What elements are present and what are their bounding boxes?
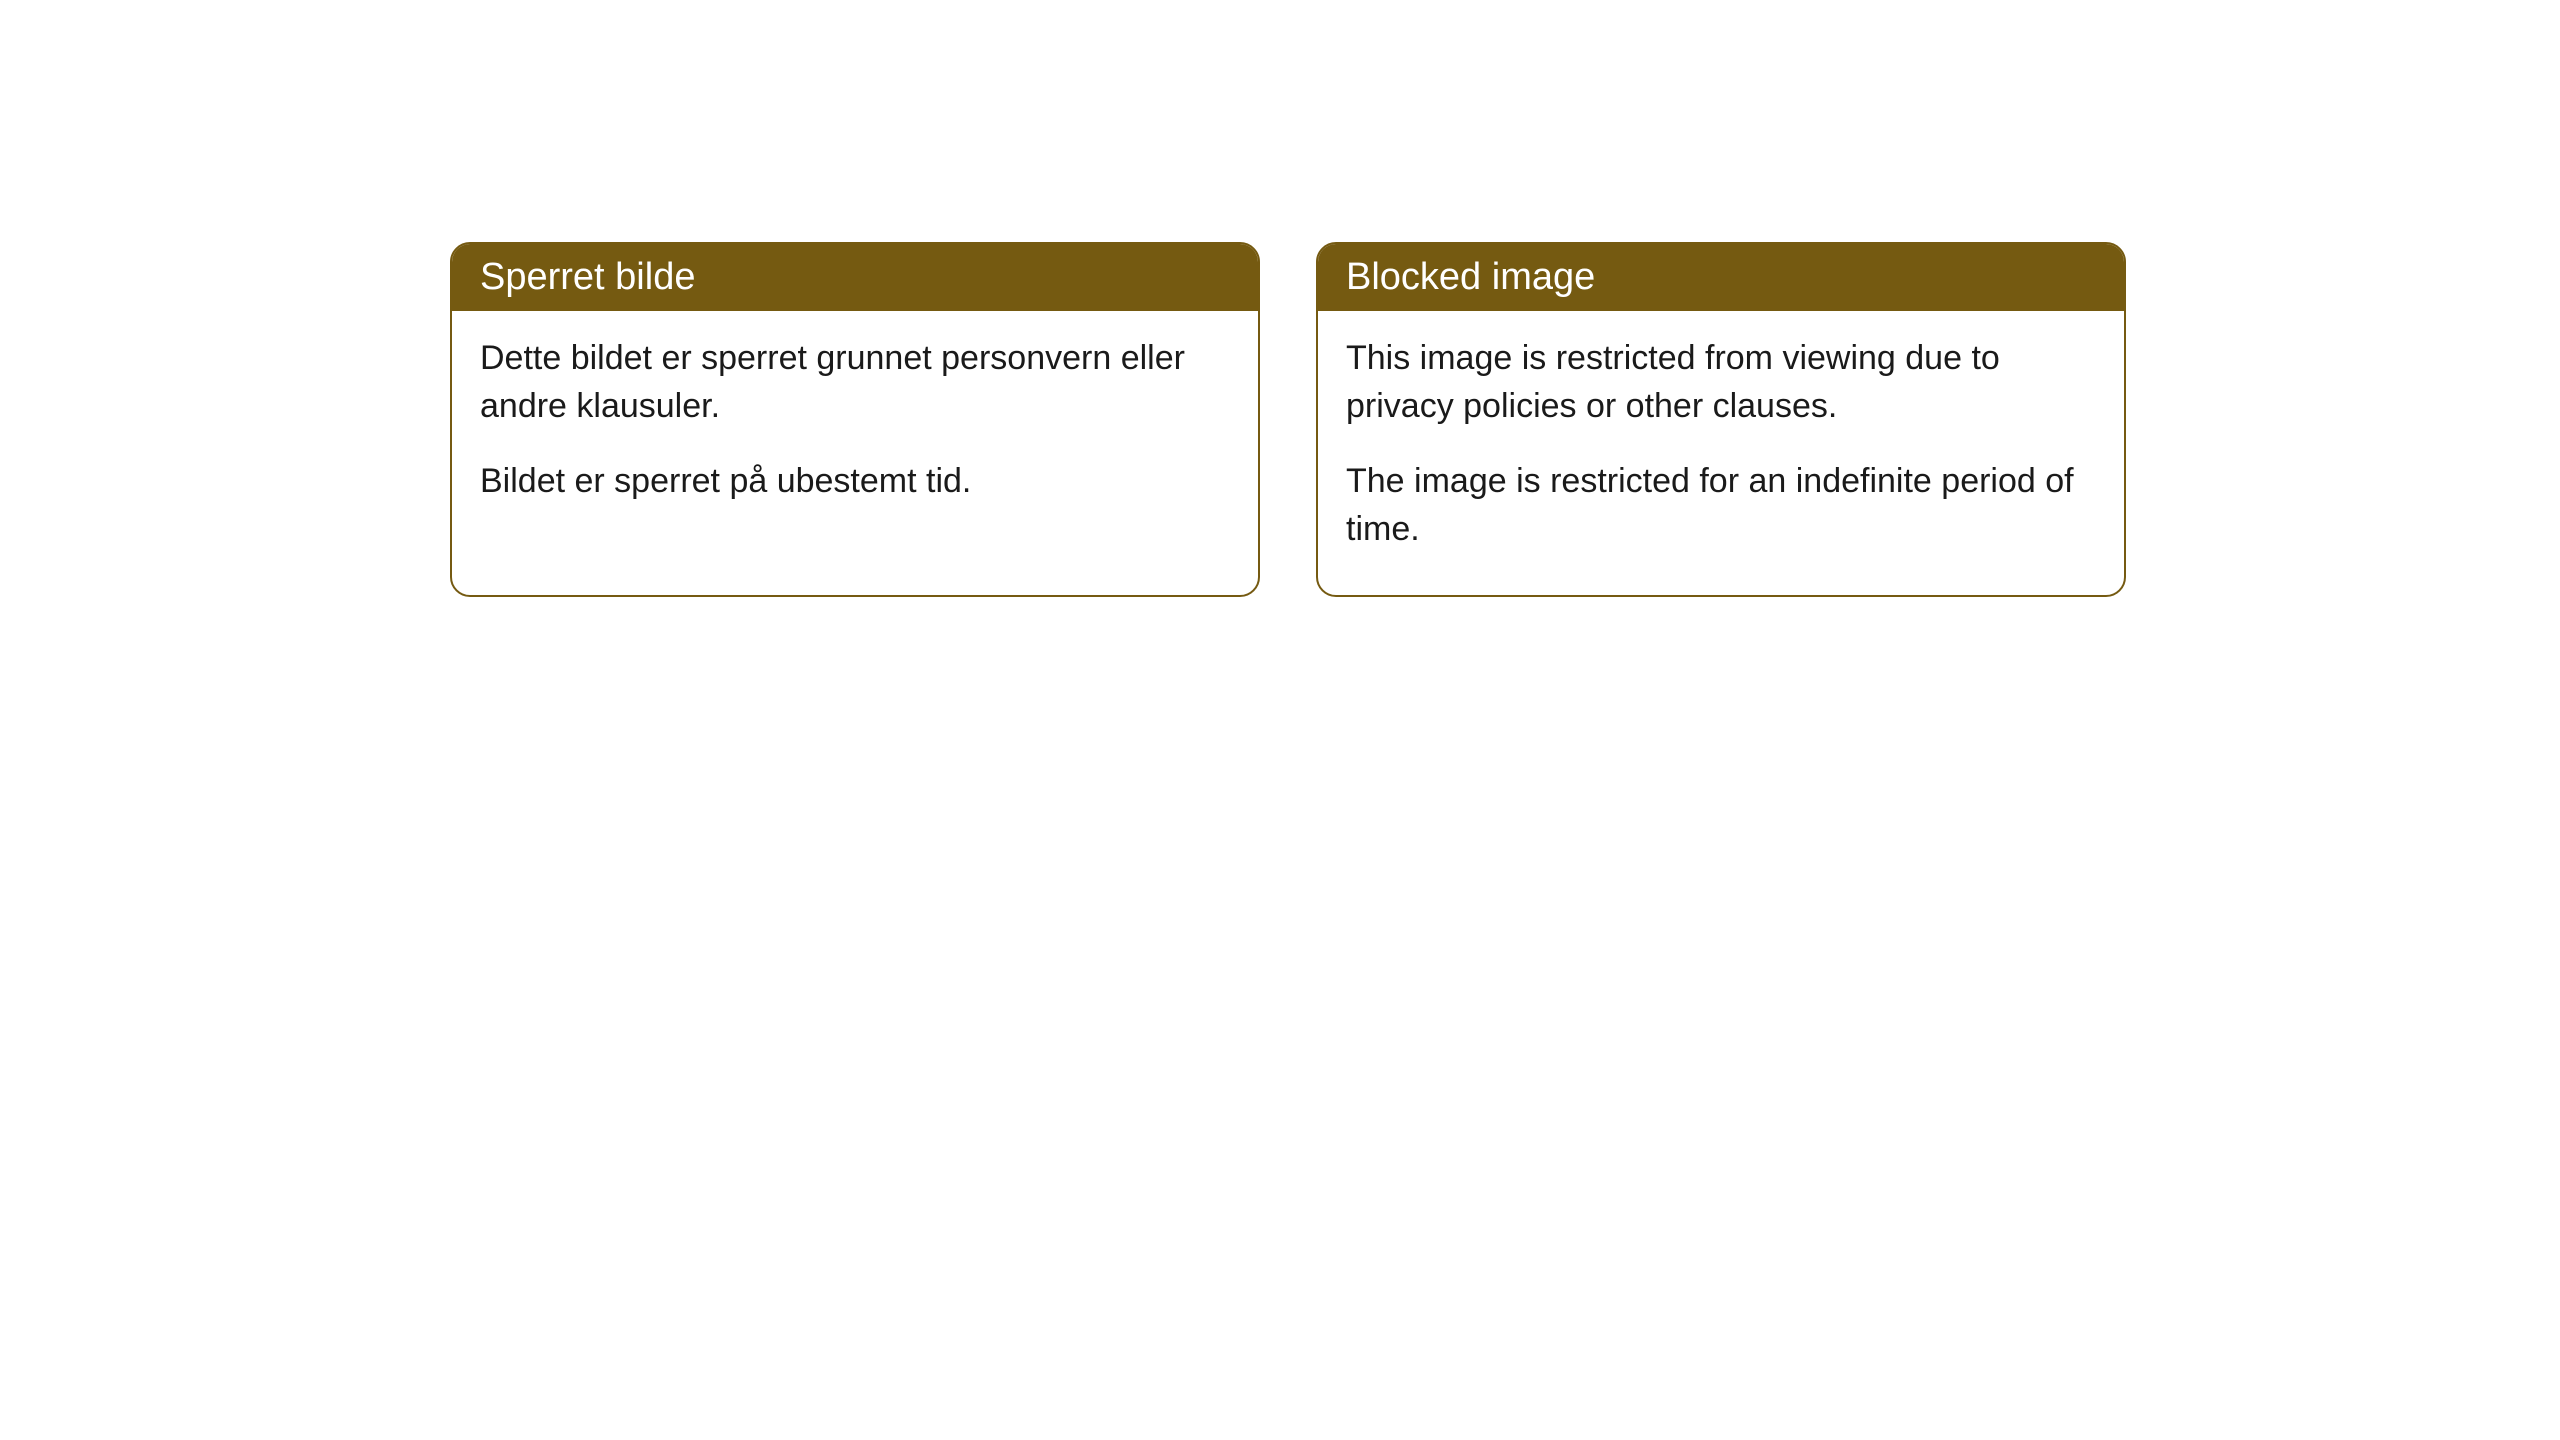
card-body: This image is restricted from viewing du… xyxy=(1318,311,2124,595)
card-title: Sperret bilde xyxy=(480,256,695,298)
blocked-image-card-english: Blocked image This image is restricted f… xyxy=(1316,242,2126,597)
card-paragraph: This image is restricted from viewing du… xyxy=(1346,335,2096,430)
card-header: Blocked image xyxy=(1318,244,2124,311)
card-body: Dette bildet er sperret grunnet personve… xyxy=(452,311,1258,548)
blocked-image-card-norwegian: Sperret bilde Dette bildet er sperret gr… xyxy=(450,242,1260,597)
card-paragraph: The image is restricted for an indefinit… xyxy=(1346,458,2096,553)
card-header: Sperret bilde xyxy=(452,244,1258,311)
notice-cards-container: Sperret bilde Dette bildet er sperret gr… xyxy=(450,242,2126,597)
card-title: Blocked image xyxy=(1346,256,1595,298)
card-paragraph: Bildet er sperret på ubestemt tid. xyxy=(480,458,1230,506)
card-paragraph: Dette bildet er sperret grunnet personve… xyxy=(480,335,1230,430)
